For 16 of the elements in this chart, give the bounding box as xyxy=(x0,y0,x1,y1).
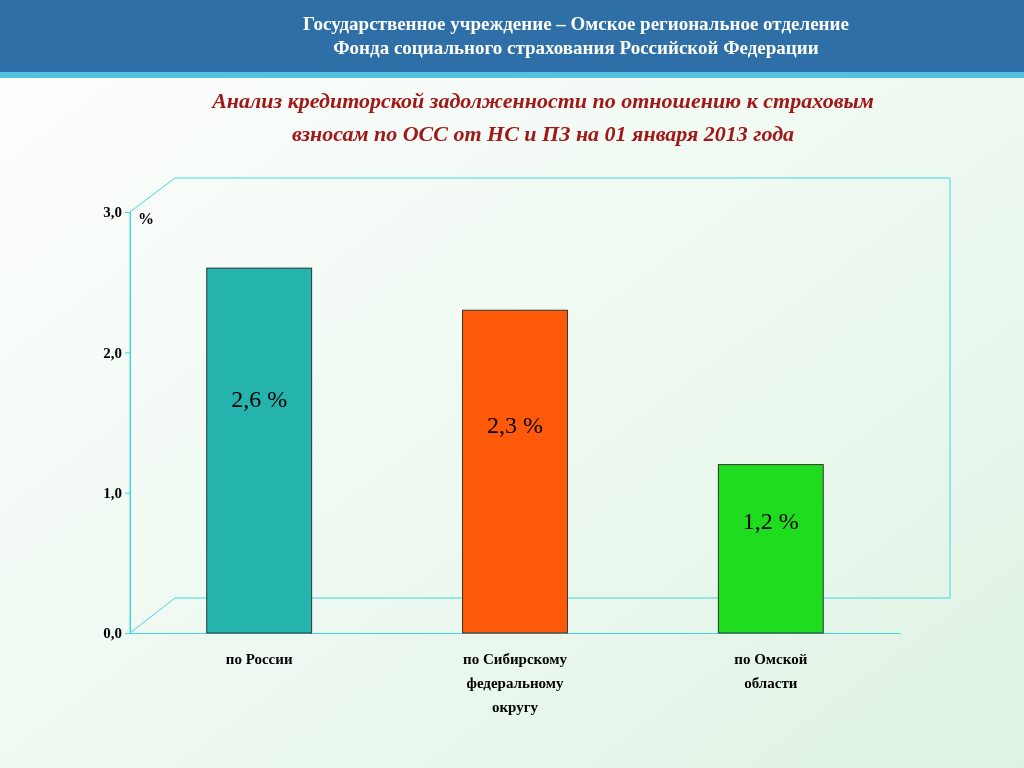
chart-subtitle: Анализ кредиторской задолженности по отношению к страховым взносам по ОСС от НС и ПЗ на 01 января 2013 года xyxy=(210,88,874,146)
x-tick-label: по Омской области xyxy=(734,651,808,691)
y-tick-label: 0,0 xyxy=(103,625,122,642)
x-tick-label: по Сибирскому федеральному округу xyxy=(463,651,568,715)
chart-title: Государственное учреждение – Омское региональное отделение Фонда социального страхования Российской Федерации xyxy=(303,13,849,58)
y-tick-label: 2,0 xyxy=(103,344,122,361)
y-tick-label: 3,0 xyxy=(103,204,122,221)
bar xyxy=(462,309,568,634)
data-label: 2,6 % xyxy=(231,385,288,412)
data-label: 1,2 % xyxy=(742,507,799,534)
x-tick-label: по России xyxy=(225,651,293,667)
bar xyxy=(206,267,313,634)
y-tick-label: 1,0 xyxy=(103,484,122,501)
bar xyxy=(717,464,824,634)
y-axis-title: % xyxy=(138,210,154,227)
data-label: 2,3 % xyxy=(487,411,543,438)
